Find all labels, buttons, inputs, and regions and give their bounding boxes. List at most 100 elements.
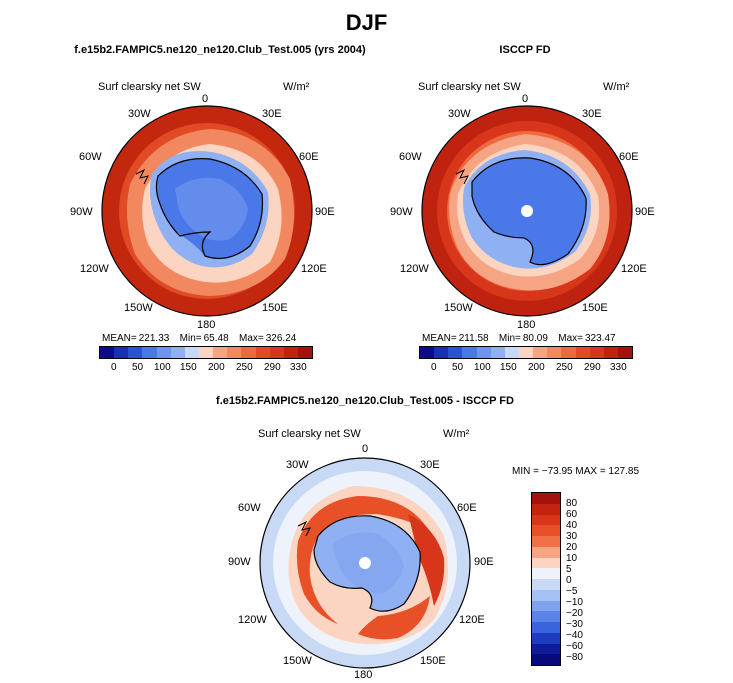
colorbar-swatch — [532, 557, 560, 569]
panel2-cb-tick: 50 — [452, 362, 464, 373]
panel1-peninsula — [135, 168, 149, 185]
panel2-lon-30w: 30W — [448, 108, 471, 120]
panel2-lon-90w: 90W — [390, 206, 413, 218]
panel2-lon-120e: 120E — [621, 263, 647, 275]
panel1-units-label: W/m² — [283, 81, 310, 93]
panel3-peninsula — [297, 520, 311, 537]
panel1-lon-120e: 120E — [301, 263, 327, 275]
panel2-stats: MEAN= 211.58 Min= 80.09 Max= 323.47 — [422, 333, 618, 344]
colorbar-swatch — [198, 347, 214, 358]
panel1-cb-tick: 200 — [208, 362, 225, 373]
colorbar-swatch — [128, 347, 143, 358]
panel1-lon-90w: 90W — [70, 206, 93, 218]
colorbar-swatch — [462, 347, 477, 358]
panel2-map-border — [421, 105, 633, 317]
colorbar-swatch — [532, 643, 560, 655]
panel3-map-border — [259, 457, 471, 669]
colorbar-swatch — [532, 632, 560, 644]
panel2-cb-tick: 330 — [610, 362, 627, 373]
panel1-min-label: Min= — [179, 333, 202, 344]
panel3-lon-90e: 90E — [474, 556, 494, 568]
panel2-cb-tick: 200 — [528, 362, 545, 373]
colorbar-swatch — [269, 347, 284, 358]
colorbar-swatch — [241, 347, 256, 358]
panel3-cb-tick: 20 — [566, 542, 578, 553]
colorbar-swatch — [227, 347, 242, 358]
colorbar-swatch — [575, 347, 590, 358]
panel2-coastline — [471, 157, 587, 266]
panel1-lon-180: 180 — [197, 319, 216, 331]
colorbar-swatch — [255, 347, 270, 358]
panel2-map — [421, 105, 633, 317]
colorbar-swatch — [490, 347, 505, 358]
panel1-cb-tick: 0 — [111, 362, 117, 373]
panel2-lon-150w: 150W — [444, 302, 473, 314]
panel2-cb-tick: 150 — [500, 362, 517, 373]
panel1-colorbar — [99, 346, 313, 359]
panel3-cb-tick: −20 — [566, 608, 583, 619]
panel3-colorbar — [531, 492, 561, 666]
colorbar-swatch — [100, 347, 115, 358]
panel3-lon-60w: 60W — [238, 502, 261, 514]
panel2-min-value: 80.09 — [522, 333, 548, 344]
panel2-lon-150e: 150E — [582, 302, 608, 314]
panel1-field-inner — [175, 177, 248, 241]
panel1-lon-60e: 60E — [299, 151, 319, 163]
colorbar-swatch — [533, 347, 548, 358]
panel2-cb-tick: 250 — [556, 362, 573, 373]
panel1-lon-60w: 60W — [79, 151, 102, 163]
panel2-mean-label: MEAN= — [422, 333, 457, 344]
panel3-cb-tick: −60 — [566, 641, 583, 652]
panel1-mean-value: 221.33 — [138, 333, 170, 344]
colorbar-swatch — [476, 347, 491, 358]
colorbar-swatch — [532, 503, 560, 515]
colorbar-swatch — [532, 536, 560, 547]
panel1-map-border — [101, 105, 313, 317]
panel1-lon-30w: 30W — [128, 108, 151, 120]
panel2-lon-180: 180 — [517, 319, 536, 331]
panel1-coastline — [155, 158, 264, 259]
panel1-lon-150w: 150W — [124, 302, 153, 314]
colorbar-swatch — [532, 568, 560, 579]
panel3-cb-tick: −40 — [566, 630, 583, 641]
panel3-cb-tick: 0 — [566, 575, 572, 586]
colorbar-swatch — [297, 347, 313, 358]
colorbar-swatch — [532, 525, 560, 536]
panel3-title: f.e15b2.FAMPIC5.ne120_ne120.Club_Test.00… — [216, 395, 514, 407]
panel3-cb-tick: 5 — [566, 564, 572, 575]
panel3-lon-90w: 90W — [228, 556, 251, 568]
panel2-cb-tick: 0 — [431, 362, 437, 373]
colorbar-swatch — [532, 600, 560, 612]
colorbar-swatch — [114, 347, 129, 358]
panel3-cb-tick: 40 — [566, 520, 578, 531]
colorbar-swatch — [420, 347, 435, 358]
panel1-cb-tick: 290 — [264, 362, 281, 373]
colorbar-swatch — [518, 347, 534, 358]
panel2-colorbar — [419, 346, 633, 359]
panel3-lon-120e: 120E — [459, 614, 485, 626]
panel3-lon-30w: 30W — [286, 459, 309, 471]
panel1-stats: MEAN= 221.33 Min= 65.48 Max= 326.24 — [102, 333, 298, 344]
panel3-stats: MIN = −73.95 MAX = 127.85 — [512, 466, 640, 477]
panel1-max-value: 326.24 — [265, 333, 297, 344]
panel1-map — [101, 105, 313, 317]
colorbar-swatch — [434, 347, 449, 358]
figure-title: DJF — [345, 10, 388, 35]
panel3-lon-150e: 150E — [420, 655, 446, 667]
panel2-lon-60w: 60W — [399, 151, 422, 163]
colorbar-swatch — [170, 347, 185, 358]
panel3-cb-tick: 60 — [566, 509, 578, 520]
panel1-lon-0: 0 — [202, 93, 209, 105]
panel3-units-label: W/m² — [443, 428, 470, 440]
panel3-coastline — [313, 515, 421, 612]
panel3-cb-tick: 80 — [566, 498, 578, 509]
panel1-lon-90e: 90E — [315, 206, 335, 218]
panel2-pole-hole — [521, 205, 533, 217]
panel2-max-value: 323.47 — [584, 333, 616, 344]
colorbar-swatch — [213, 347, 228, 358]
panel1-cb-tick: 100 — [154, 362, 171, 373]
colorbar-swatch — [532, 579, 560, 590]
colorbar-swatch — [532, 622, 560, 633]
panel2-title: ISCCP FD — [499, 44, 551, 56]
panel2-lon-0: 0 — [522, 93, 529, 105]
